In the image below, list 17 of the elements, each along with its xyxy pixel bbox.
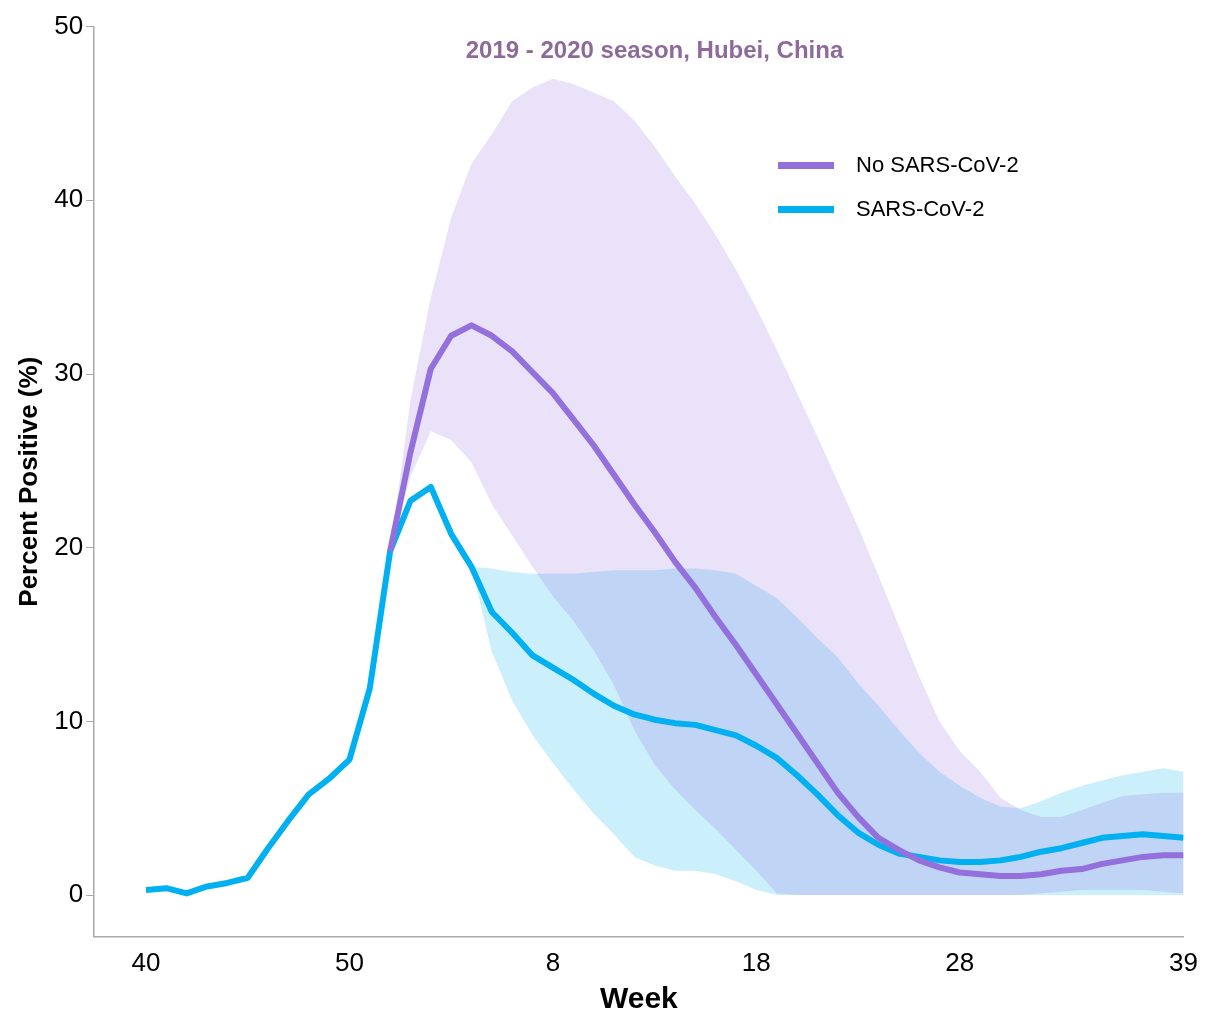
x-tick-label: 18	[741, 946, 771, 977]
y-tick-label: 0	[68, 878, 84, 909]
x-tick-label: 40	[131, 946, 161, 977]
y-tick-label: 10	[54, 704, 84, 735]
y-tick-label: 50	[54, 9, 84, 40]
x-tick-label: 39	[1169, 946, 1198, 977]
y-tick-label: 30	[54, 357, 84, 388]
x-tick-label: 8	[545, 946, 561, 977]
y-axis-title: Percent Positive (%)	[12, 356, 43, 607]
legend-label: SARS-CoV-2	[856, 195, 985, 223]
x-tick-label: 28	[945, 946, 975, 977]
chart-title: 2019 - 2020 season, Hubei, China	[464, 36, 845, 64]
legend-label: No SARS-CoV-2	[856, 151, 1019, 179]
x-tick-label: 50	[334, 946, 364, 977]
x-axis-title: Week	[599, 981, 679, 1015]
y-tick-label: 20	[54, 530, 84, 561]
y-tick-label: 40	[54, 183, 84, 214]
